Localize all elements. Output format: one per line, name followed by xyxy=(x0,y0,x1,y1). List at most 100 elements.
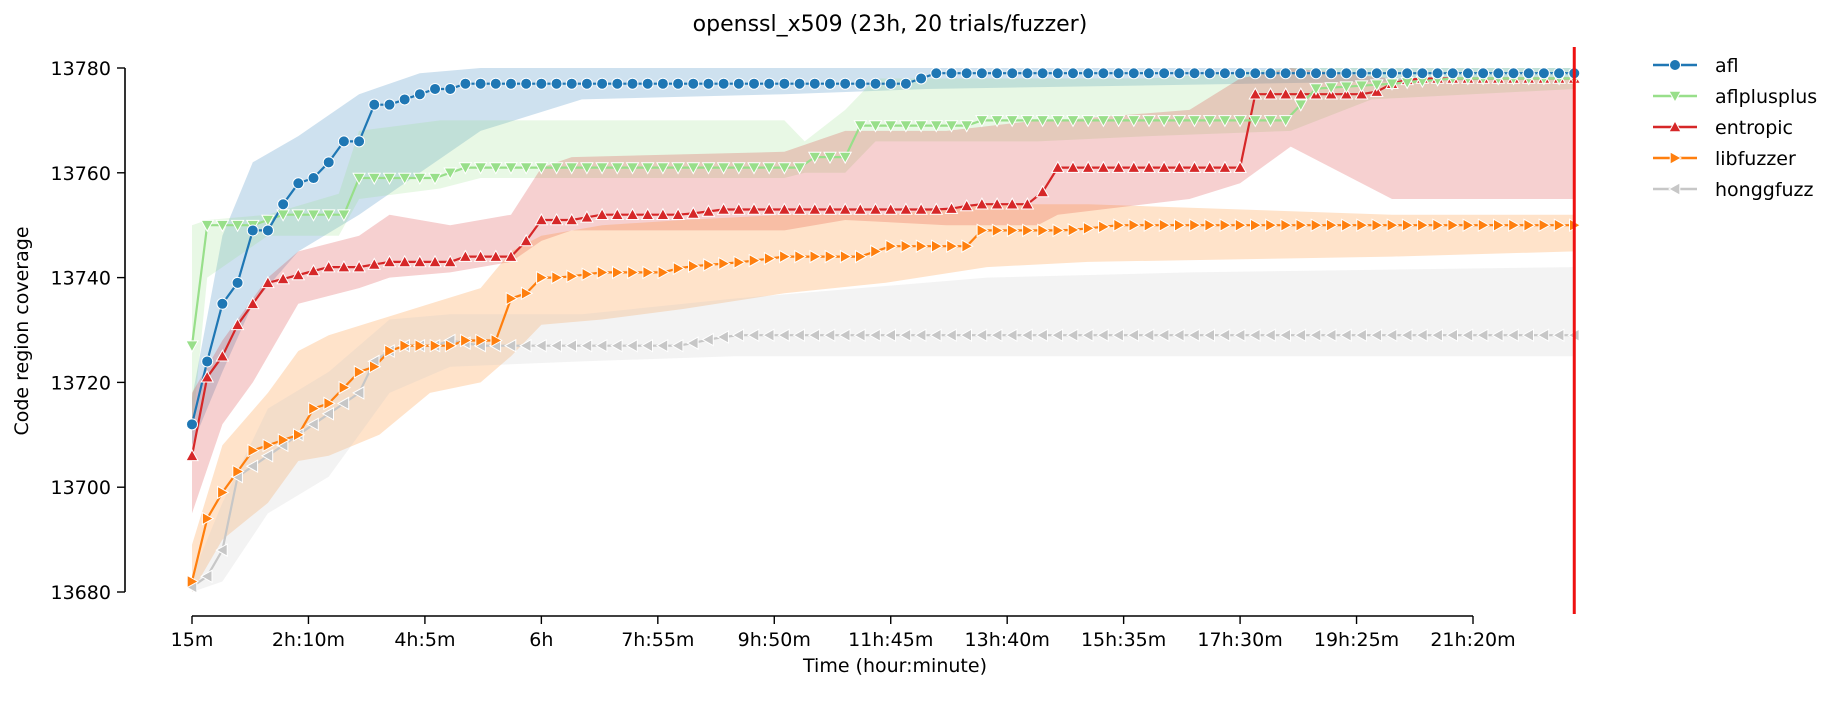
afl-point xyxy=(915,72,928,85)
libfuzzer-point xyxy=(536,270,549,285)
honggfuzz-point xyxy=(1233,328,1246,343)
y-tick-label: 13760 xyxy=(51,163,111,185)
honggfuzz-legend-marker xyxy=(1667,182,1681,196)
libfuzzer-point xyxy=(551,270,564,285)
entropic-point xyxy=(367,257,382,270)
entropic-point xyxy=(944,201,959,214)
afl-point xyxy=(1082,67,1095,80)
entropic-point xyxy=(443,254,458,268)
aflplusplus-point xyxy=(504,162,518,175)
afl-point xyxy=(672,77,685,90)
entropic-point xyxy=(731,202,746,215)
afl-point xyxy=(1431,67,1444,80)
afl-point xyxy=(1522,67,1535,80)
libfuzzer-point xyxy=(1219,218,1232,233)
libfuzzer-point xyxy=(277,433,291,447)
afl-point xyxy=(1021,67,1034,80)
aflplusplus-point xyxy=(1248,115,1263,128)
entropic-point xyxy=(519,233,534,247)
honggfuzz-point xyxy=(336,396,350,411)
aflplusplus-point xyxy=(959,120,974,133)
entropic-point xyxy=(504,249,518,262)
aflplusplus-point xyxy=(1081,115,1096,128)
afl-point xyxy=(1158,67,1171,80)
y-tick-label: 13720 xyxy=(51,372,111,394)
x-tick-label: 2h:10m xyxy=(272,629,345,651)
honggfuzz-point xyxy=(1035,328,1048,343)
aflplusplus-point xyxy=(367,172,382,186)
libfuzzer-point xyxy=(384,344,397,358)
entropic-point xyxy=(914,202,928,215)
honggfuzz-point xyxy=(1536,328,1550,343)
honggfuzz-point xyxy=(838,328,851,343)
aflplusplus-point xyxy=(1324,82,1339,95)
entropic-point xyxy=(1233,160,1247,173)
legend: afl aflplusplus entropic libfuzzer honggfuzz xyxy=(1653,55,1817,201)
libfuzzer-point xyxy=(688,259,701,274)
aflplusplus-point xyxy=(853,120,868,133)
libfuzzer-point xyxy=(961,239,974,254)
honggfuzz-point xyxy=(306,417,319,432)
aflplusplus-point xyxy=(914,120,928,133)
libfuzzer-point xyxy=(885,239,898,254)
aflplusplus-point xyxy=(397,172,412,186)
entropic-point xyxy=(595,207,609,220)
aflplusplus-point xyxy=(716,162,731,175)
afl-point xyxy=(1325,67,1338,80)
aflplusplus-point xyxy=(1369,79,1384,92)
aflplusplus-point xyxy=(701,162,716,175)
libfuzzer-point xyxy=(1401,218,1415,233)
honggfuzz-point xyxy=(1081,328,1094,343)
entropic-point xyxy=(656,207,670,220)
honggfuzz-point xyxy=(655,338,669,353)
aflplusplus-point xyxy=(564,162,579,175)
afl-legend-label: afl xyxy=(1715,55,1739,77)
libfuzzer-point xyxy=(1508,218,1521,233)
libfuzzer-point xyxy=(703,258,716,272)
honggfuzz-point xyxy=(1020,328,1033,343)
aflplusplus-point xyxy=(777,162,792,175)
libfuzzer-point xyxy=(490,333,503,348)
honggfuzz-band xyxy=(192,267,1575,592)
libfuzzer-point xyxy=(1006,223,1020,238)
afl-point xyxy=(1006,67,1019,80)
entropic-point xyxy=(488,249,503,262)
afl-point xyxy=(413,88,426,101)
libfuzzer-point xyxy=(247,443,260,458)
honggfuzz-point xyxy=(746,328,760,343)
afl-point xyxy=(778,77,791,90)
libfuzzer-point xyxy=(1204,218,1217,233)
aflplusplus-band xyxy=(192,68,1575,435)
entropic-point xyxy=(716,202,731,215)
libfuzzer-point xyxy=(353,365,367,379)
entropic-point xyxy=(397,254,412,268)
x-tick-label: 6h xyxy=(529,629,553,651)
libfuzzer-point xyxy=(201,511,215,526)
honggfuzz-point xyxy=(549,338,562,353)
y-tick-label: 13740 xyxy=(51,268,111,290)
aflplusplus-point xyxy=(1020,115,1035,128)
honggfuzz-point xyxy=(686,336,699,350)
x-tick-label: 15h:35m xyxy=(1081,629,1166,651)
aflplusplus-point xyxy=(200,219,215,233)
honggfuzz-point xyxy=(762,328,775,343)
libfuzzer-point xyxy=(308,401,321,416)
honggfuzz-point xyxy=(868,328,881,343)
honggfuzz-point xyxy=(1476,328,1489,343)
afl-point xyxy=(322,156,335,169)
honggfuzz-point xyxy=(260,448,274,463)
x-tick-label: 15m xyxy=(171,629,214,651)
aflplusplus-point xyxy=(458,162,473,175)
libfuzzer-point xyxy=(1189,218,1202,233)
aflplusplus-point xyxy=(868,120,883,133)
afl-point xyxy=(732,77,745,90)
entropic-point xyxy=(747,202,761,215)
entropic-point xyxy=(382,254,397,268)
afl-point xyxy=(459,77,472,90)
aflplusplus-point xyxy=(747,162,761,175)
libfuzzer-point xyxy=(399,338,412,353)
entropic-point xyxy=(428,254,442,268)
aflplusplus-point xyxy=(519,162,534,175)
afl-point xyxy=(884,77,897,90)
x-axis-label: Time (hour:minute) xyxy=(802,655,987,677)
